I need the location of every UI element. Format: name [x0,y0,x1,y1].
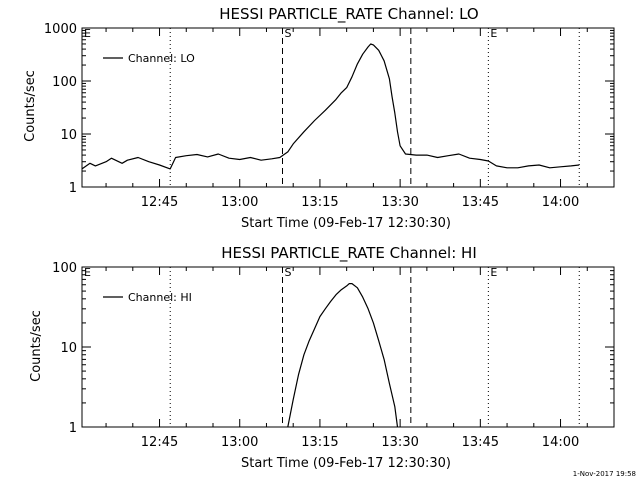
y-tick-label: 10 [60,341,77,356]
x-tick-label: 13:45 [462,195,499,210]
legend-label: Channel: LO [128,52,195,65]
event-marker-label: E [490,266,497,279]
x-tick-label: 13:15 [301,435,338,450]
hi-y-axis-label: Counts/sec [29,310,44,382]
y-tick-label: 100 [52,75,77,90]
x-tick-label: 14:00 [542,195,579,210]
series-line [287,283,399,428]
hi-chart-title: HESSI PARTICLE_RATE Channel: HI [221,244,477,263]
lo-channel-panel: HESSI PARTICLE_RATE Channel: LO Counts/s… [23,5,615,231]
x-tick-label: 13:15 [301,195,338,210]
series-line [81,43,580,170]
y-tick-label: 1 [69,421,77,436]
event-marker-label: E [84,27,91,40]
y-tick-label: 1000 [44,22,77,37]
y-tick-label: 10 [60,128,77,143]
event-marker-label: E [490,27,497,40]
y-tick-label: 1 [69,181,77,196]
lo-x-axis-label: Start Time (09-Feb-17 12:30:30) [241,216,451,231]
x-tick-label: 13:30 [381,435,418,450]
event-marker-label: S [285,27,292,40]
plot-timestamp: 1-Nov-2017 19:58 [573,470,636,478]
x-tick-label: 14:00 [542,435,579,450]
legend-label: Channel: HI [128,291,192,304]
x-tick-label: 13:45 [462,435,499,450]
x-tick-label: 13:00 [221,435,258,450]
event-marker-label: S [285,266,292,279]
x-tick-label: 13:30 [381,195,418,210]
x-tick-label: 12:45 [141,195,178,210]
plot-frame [81,27,615,188]
hi-channel-panel: HESSI PARTICLE_RATE Channel: HI Counts/s… [29,244,615,471]
x-tick-label: 13:00 [221,195,258,210]
y-tick-label: 100 [52,261,77,276]
lo-chart-title: HESSI PARTICLE_RATE Channel: LO [219,5,478,24]
event-marker-label: E [84,266,91,279]
lo-y-axis-label: Counts/sec [23,70,38,142]
hi-x-axis-label: Start Time (09-Feb-17 12:30:30) [241,456,451,471]
x-tick-label: 12:45 [141,435,178,450]
